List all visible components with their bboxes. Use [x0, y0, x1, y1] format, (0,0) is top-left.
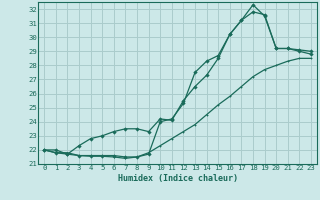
X-axis label: Humidex (Indice chaleur): Humidex (Indice chaleur): [118, 174, 238, 183]
